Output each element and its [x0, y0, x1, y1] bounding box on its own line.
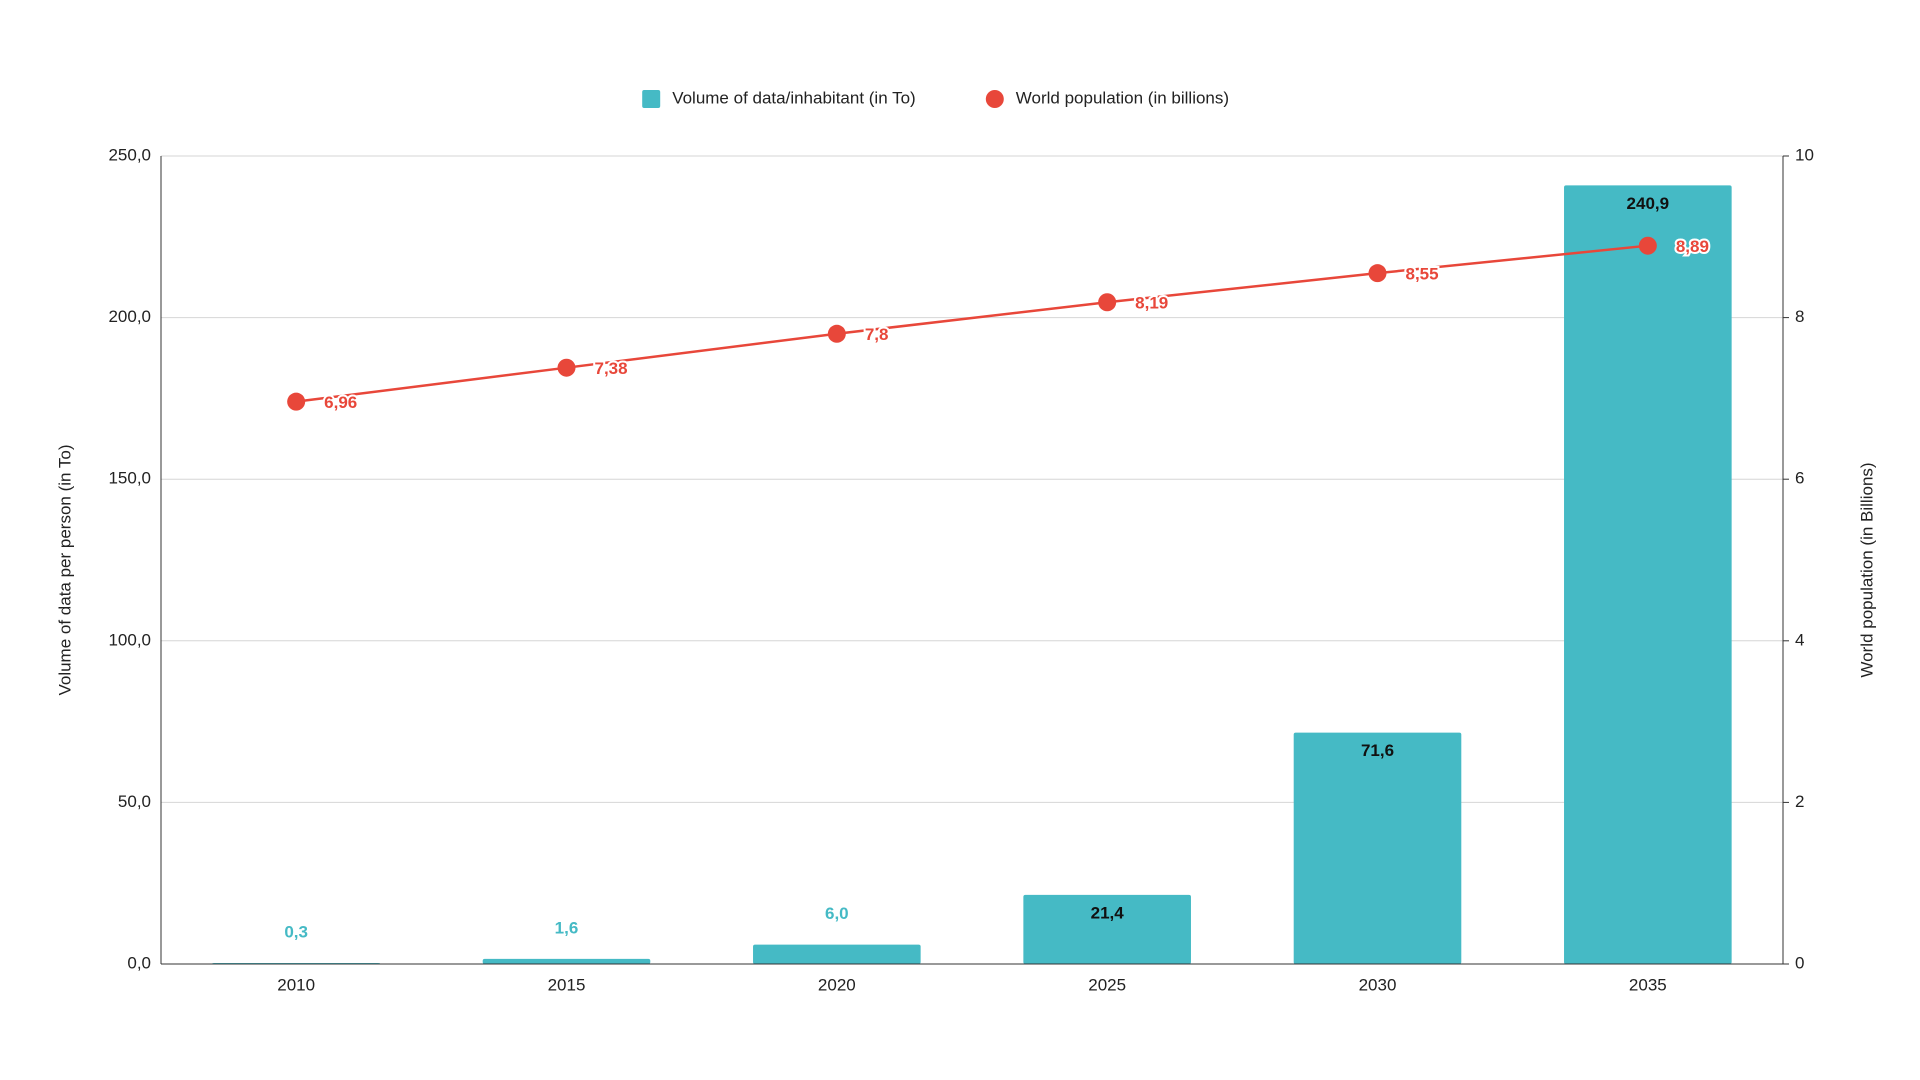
- bar: [1564, 185, 1732, 964]
- y2-tick-label: 10: [1795, 145, 1814, 164]
- y2-tick-label: 4: [1795, 630, 1804, 649]
- y-tick-label: 100,0: [108, 630, 151, 649]
- y-tick-label: 250,0: [108, 145, 151, 164]
- bar: [753, 944, 921, 964]
- bar-value-label: 1,6: [555, 918, 579, 937]
- line-value-label: 8,55: [1406, 265, 1439, 284]
- y2-tick-label: 0: [1795, 953, 1804, 972]
- bar: [482, 958, 651, 964]
- x-tick-label: 2025: [1088, 975, 1126, 994]
- line-value-label: 6,96: [324, 393, 357, 412]
- y-tick-label: 200,0: [108, 307, 151, 326]
- x-tick-label: 2020: [818, 975, 856, 994]
- line-point: [1098, 293, 1117, 312]
- y-tick-label: 0,0: [127, 953, 151, 972]
- bar-value-label: 0,3: [284, 923, 308, 942]
- x-tick-label: 2035: [1629, 975, 1667, 994]
- y2-axis-label: World population (in Billions): [1857, 462, 1876, 677]
- y2-tick-label: 2: [1795, 792, 1804, 811]
- bar-value-label: 21,4: [1091, 903, 1125, 922]
- y2-tick-label: 6: [1795, 469, 1804, 488]
- legend-label: World population (in billions): [1016, 88, 1229, 107]
- legend-swatch: [642, 90, 661, 108]
- line-point: [1368, 264, 1387, 283]
- bar-value-label: 240,9: [1627, 194, 1670, 213]
- legend-label: Volume of data/inhabitant (in To): [672, 88, 916, 107]
- bar-value-label: 71,6: [1361, 741, 1394, 760]
- line-value-label: 8,19: [1135, 294, 1168, 313]
- line-point: [287, 392, 306, 411]
- y-tick-label: 150,0: [108, 469, 151, 488]
- line-value-label: 7,8: [865, 325, 889, 344]
- line-point: [1638, 236, 1657, 255]
- x-tick-label: 2015: [548, 975, 586, 994]
- line-value-label: 8,89: [1676, 237, 1709, 256]
- x-tick-label: 2030: [1359, 975, 1397, 994]
- bar: [1293, 732, 1462, 964]
- line-value-label: 7,38: [595, 359, 628, 378]
- y-tick-label: 50,0: [118, 792, 151, 811]
- y-axis-label: Volume of data per person (in To): [55, 444, 74, 695]
- bar-value-label: 6,0: [825, 904, 849, 923]
- bar: [1023, 894, 1191, 964]
- line-point: [557, 358, 576, 377]
- line: [296, 244, 1648, 403]
- legend-swatch: [985, 90, 1004, 108]
- x-tick-label: 2010: [277, 975, 315, 994]
- line-point: [827, 324, 846, 343]
- y2-tick-label: 8: [1795, 307, 1804, 326]
